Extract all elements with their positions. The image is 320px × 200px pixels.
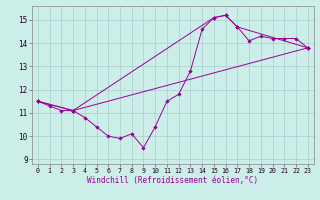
X-axis label: Windchill (Refroidissement éolien,°C): Windchill (Refroidissement éolien,°C) — [87, 176, 258, 185]
